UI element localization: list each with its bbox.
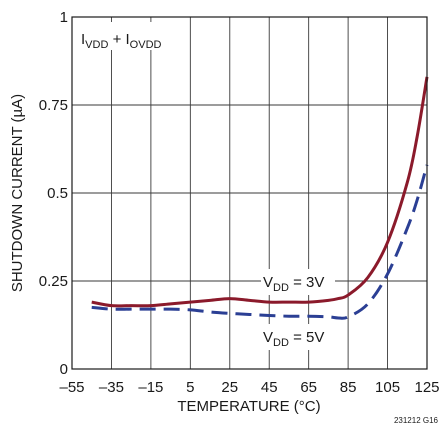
series-line-vdd-3v bbox=[91, 76, 429, 308]
x-tick-label: 65 bbox=[300, 379, 317, 396]
current-sum-plus: + I bbox=[108, 31, 129, 48]
label-3v-tail: = 3V bbox=[289, 274, 324, 291]
label-3v-sub: DD bbox=[273, 282, 289, 294]
y-tick-labels: 0 0.25 0.5 0.75 1 bbox=[39, 9, 68, 378]
label-3v-bg bbox=[261, 269, 335, 295]
label-5v-sub: DD bbox=[273, 337, 289, 349]
y-tick-label: 0.75 bbox=[39, 97, 68, 114]
series-label-5v: VDD = 5V bbox=[263, 329, 324, 349]
current-sum-sub-ovdd: OVDD bbox=[130, 39, 162, 51]
series-layer bbox=[91, 76, 429, 320]
y-tick-label: 1 bbox=[60, 9, 68, 26]
x-tick-label: 85 bbox=[340, 379, 357, 396]
x-tick-label: –55 bbox=[59, 379, 84, 396]
label-3v-v: V bbox=[263, 274, 273, 291]
x-tick-labels: –55 –35 –15 5 25 45 65 85 105 125 bbox=[59, 379, 439, 396]
y-tick-label: 0 bbox=[60, 361, 68, 378]
label-5v-bg bbox=[261, 324, 335, 350]
figure-id: 231212 G16 bbox=[394, 416, 439, 425]
plot-frame bbox=[71, 16, 428, 370]
label-5v-tail: = 5V bbox=[289, 329, 324, 346]
current-sum-i1: I bbox=[81, 31, 85, 48]
y-tick-label: 0.5 bbox=[47, 185, 68, 202]
x-tick-label: 25 bbox=[221, 379, 238, 396]
label-5v-v: V bbox=[263, 329, 273, 346]
x-axis-title: TEMPERATURE (°C) bbox=[177, 398, 320, 415]
current-sum-label: IVDD + IOVDD bbox=[81, 31, 162, 51]
x-tick-label: –35 bbox=[99, 379, 124, 396]
annotation-box-bg bbox=[77, 22, 179, 50]
x-tick-label: 5 bbox=[186, 379, 194, 396]
series-line-vdd-5v bbox=[91, 164, 429, 320]
x-tick-label: 45 bbox=[261, 379, 278, 396]
y-tick-label: 0.25 bbox=[39, 273, 68, 290]
x-tick-label: 105 bbox=[375, 379, 400, 396]
series-label-3v: VDD = 3V bbox=[263, 274, 324, 294]
y-axis-title: SHUTDOWN CURRENT (µA) bbox=[9, 94, 26, 292]
x-tick-label: –15 bbox=[138, 379, 163, 396]
grid-lines bbox=[72, 17, 427, 369]
current-sum-sub-vdd: VDD bbox=[85, 39, 108, 51]
x-tick-label: 125 bbox=[414, 379, 439, 396]
